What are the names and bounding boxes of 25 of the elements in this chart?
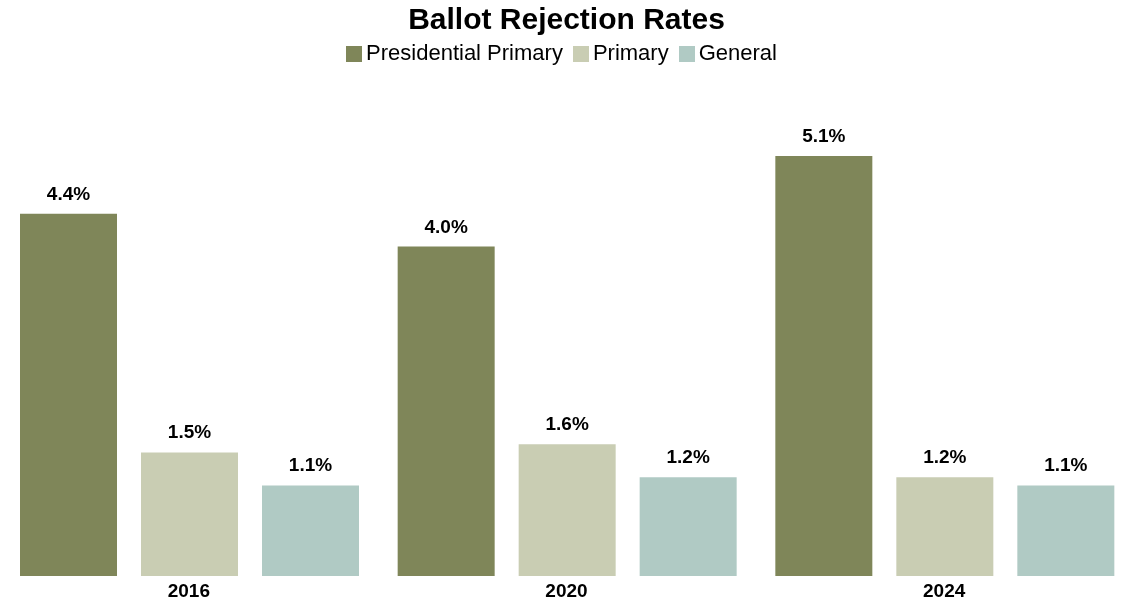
data-label: 1.2% xyxy=(666,446,710,468)
bar xyxy=(518,444,616,576)
data-label: 4.0% xyxy=(424,215,468,237)
legend-label: Primary xyxy=(592,40,669,65)
x-tick-label: 2016 xyxy=(167,580,210,602)
data-label: 1.5% xyxy=(167,421,212,443)
x-tick-label: 2020 xyxy=(545,580,588,602)
x-tick-label: 2024 xyxy=(923,580,966,602)
bar xyxy=(639,477,737,576)
data-label: 1.2% xyxy=(923,446,967,468)
data-label: 5.1% xyxy=(802,125,846,146)
data-label: 1.1% xyxy=(288,454,333,476)
chart-title: Ballot Rejection Rates xyxy=(407,2,726,36)
bar xyxy=(141,452,238,576)
bar xyxy=(262,485,359,576)
bar xyxy=(896,477,994,576)
bar xyxy=(1017,485,1115,576)
bar xyxy=(20,213,117,576)
bar xyxy=(397,246,495,576)
data-label: 1.1% xyxy=(1044,454,1088,476)
legend-label: General xyxy=(698,40,777,65)
data-label: 1.6% xyxy=(545,413,589,435)
bar xyxy=(775,156,873,576)
data-label: 4.4% xyxy=(46,182,91,204)
legend-label: Presidential Primary xyxy=(366,40,563,65)
